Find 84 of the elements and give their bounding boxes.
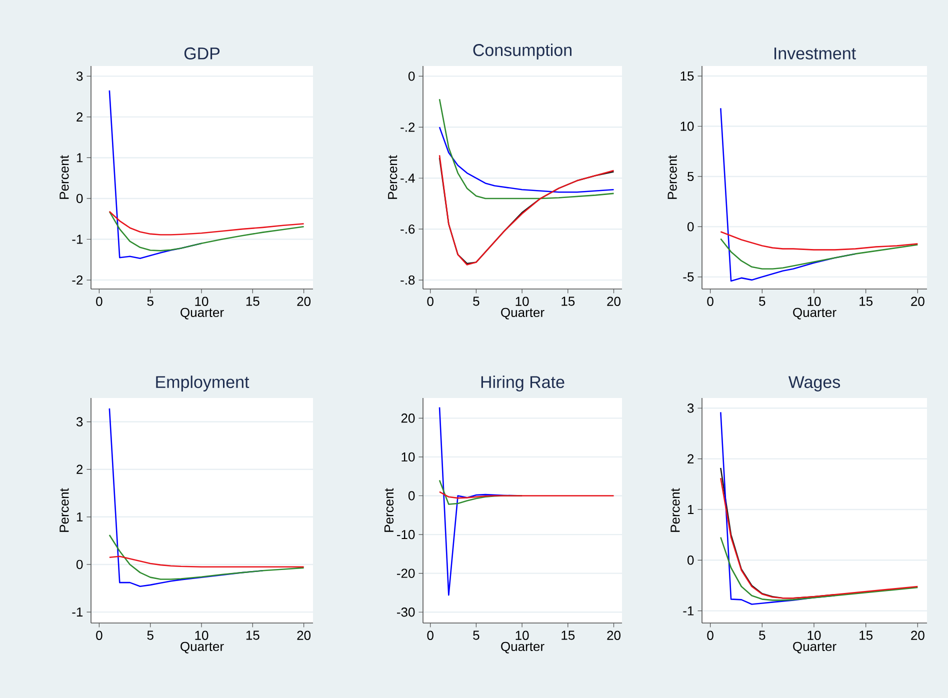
chart-title: Hiring Rate — [481, 376, 564, 392]
y-axis-title: Percent — [670, 488, 680, 532]
y-axis-title: Percent — [384, 488, 394, 532]
line-series — [108, 534, 304, 580]
y-tick-label: 20 — [401, 414, 415, 423]
x-tick-label: 5 — [759, 630, 766, 640]
y-tick-label: -.8 — [400, 275, 415, 285]
chart-title: GDP — [184, 47, 220, 60]
x-tick-label: 20 — [297, 630, 311, 640]
x-tick-label: 5 — [147, 630, 154, 640]
y-tick-label: 10 — [402, 452, 415, 462]
x-axis-title: Quarter — [501, 642, 544, 654]
x-tick-label: 20 — [911, 296, 924, 306]
x-tick-label: 10 — [808, 296, 821, 306]
y-tick-label: -5 — [683, 272, 694, 282]
x-tick-label: 0 — [427, 630, 434, 640]
line-series — [108, 210, 304, 252]
y-tick-label: 1 — [76, 153, 83, 162]
y-tick-label: 3 — [76, 417, 83, 426]
x-tick-label: 10 — [808, 630, 821, 640]
y-tick-label: 2 — [688, 454, 694, 464]
x-tick-label: 0 — [96, 296, 102, 306]
y-axis-title: Percent — [388, 155, 398, 199]
x-tick-label: 0 — [707, 296, 714, 306]
x-axis-title: Quarter — [793, 308, 836, 320]
y-tick-label: 3 — [76, 72, 83, 81]
x-tick-label: 5 — [147, 296, 154, 306]
y-tick-label: -20 — [396, 568, 415, 578]
x-axis-title: Quarter — [180, 642, 224, 654]
x-tick-label: 5 — [759, 296, 766, 306]
y-tick-label: -.2 — [400, 122, 415, 132]
y-tick-label: 0 — [687, 222, 694, 232]
chart-title: Employment — [156, 376, 250, 392]
chart-title: Wages — [788, 376, 840, 392]
x-tick-label: 15 — [246, 296, 260, 306]
x-axis-title: Quarter — [180, 308, 224, 320]
y-tick-label: 10 — [680, 122, 694, 131]
y-tick-label: 0 — [408, 491, 415, 500]
x-tick-label: 15 — [562, 296, 575, 306]
chart-title: Consumption — [473, 44, 572, 60]
x-tick-label: 20 — [607, 630, 620, 640]
x-tick-label: 0 — [707, 630, 714, 640]
y-axis-title: Percent — [668, 155, 677, 199]
x-tick-label: 5 — [473, 296, 480, 306]
x-tick-label: 10 — [516, 630, 529, 640]
y-tick-label: 3 — [687, 404, 694, 413]
y-tick-label: 0 — [687, 556, 694, 565]
x-tick-label: 20 — [607, 296, 620, 306]
x-tick-label: 10 — [516, 296, 529, 306]
line-series — [720, 231, 918, 250]
y-axis-title: Percent — [60, 155, 69, 199]
x-tick-label: 5 — [473, 630, 480, 640]
y-tick-label: 15 — [680, 72, 694, 81]
y-tick-label: 5 — [687, 172, 694, 182]
y-tick-label: -2 — [72, 275, 83, 285]
y-tick-label: 0 — [76, 194, 83, 204]
y-tick-label: 1 — [76, 512, 83, 522]
y-tick-label: 1 — [688, 505, 694, 514]
x-tick-label: 15 — [860, 630, 873, 640]
x-tick-label: 20 — [297, 296, 311, 306]
x-axis-title: Quarter — [501, 308, 544, 320]
x-tick-label: 20 — [911, 630, 924, 640]
x-tick-label: 0 — [96, 630, 102, 640]
y-tick-label: -1 — [683, 606, 694, 616]
y-tick-label: -.6 — [400, 224, 415, 234]
x-tick-label: 15 — [562, 630, 575, 640]
y-tick-label: 2 — [76, 112, 83, 122]
y-tick-label: 0 — [76, 560, 83, 570]
x-tick-label: 15 — [246, 630, 260, 640]
y-tick-label: 0 — [408, 72, 415, 81]
x-tick-label: 0 — [427, 296, 434, 306]
y-tick-label: 2 — [76, 464, 83, 474]
line-series — [108, 210, 304, 236]
y-tick-label: -10 — [396, 530, 415, 540]
x-axis-title: Quarter — [793, 642, 836, 654]
y-axis-title: Percent — [60, 488, 69, 532]
x-tick-label: 10 — [195, 296, 208, 306]
y-tick-label: -.4 — [400, 174, 415, 183]
chart-title: Investment — [774, 48, 856, 60]
x-tick-label: 15 — [860, 296, 873, 306]
y-tick-label: -30 — [396, 608, 415, 617]
y-tick-label: -1 — [72, 608, 83, 617]
x-tick-label: 10 — [195, 630, 208, 640]
y-tick-label: -1 — [72, 234, 83, 244]
